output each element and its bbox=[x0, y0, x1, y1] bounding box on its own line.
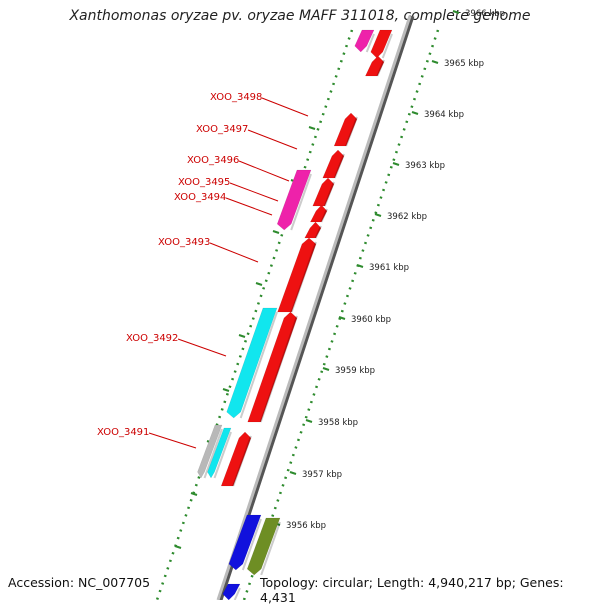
kbp-label-group: 3966 kbp 3965 kbp 3964 kbp 3963 kbp 3962 kbp… bbox=[286, 9, 505, 531]
gene-label[interactable]: XOO_3492 bbox=[126, 333, 178, 344]
gene-label[interactable]: XOO_3497 bbox=[196, 124, 248, 135]
gene-feature-red bbox=[365, 55, 385, 77]
gene-leader-line bbox=[261, 97, 309, 117]
inner-tick bbox=[272, 230, 280, 234]
gene-feature-olive-shade bbox=[260, 521, 281, 576]
inner-tick bbox=[174, 545, 182, 549]
gene-feature-magenta bbox=[354, 29, 375, 53]
inner-tick bbox=[222, 388, 230, 392]
gene-features bbox=[197, 29, 393, 600]
kbp-tick bbox=[322, 367, 330, 371]
gene-feature-red-shade bbox=[290, 241, 317, 313]
gene-feature-blue-shade bbox=[241, 518, 262, 571]
inner-tick bbox=[308, 126, 316, 130]
gene-leader-line bbox=[225, 197, 273, 216]
gene-leader-line bbox=[177, 338, 227, 357]
kbp-tick bbox=[431, 60, 439, 64]
gene-feature-red-shade bbox=[314, 225, 322, 239]
accession-label: Accession: NC_007705 bbox=[6, 575, 153, 590]
genome-backbone bbox=[216, 15, 412, 600]
kbp-label: 3964 kbp bbox=[424, 110, 464, 120]
gene-label[interactable]: XOO_3496 bbox=[187, 155, 239, 166]
gene-feature-red bbox=[370, 29, 393, 59]
gene-feature-red bbox=[277, 237, 317, 313]
gene-label[interactable]: XOO_3495 bbox=[178, 177, 230, 188]
kbp-tick bbox=[374, 213, 382, 217]
kbp-tick bbox=[338, 316, 346, 320]
gene-leader-line bbox=[229, 182, 279, 202]
inner-tick bbox=[238, 334, 246, 338]
gene-feature-red bbox=[304, 221, 322, 239]
kbp-tick bbox=[411, 111, 419, 115]
gene-feature-red-shade bbox=[259, 315, 298, 423]
kbp-tick bbox=[452, 10, 460, 14]
kbp-label: 3958 kbp bbox=[318, 418, 358, 428]
gene-label[interactable]: XOO_3494 bbox=[174, 192, 226, 203]
kbp-tick bbox=[305, 419, 313, 423]
gene-feature-cyan bbox=[226, 307, 278, 419]
kbp-label: 3956 kbp bbox=[286, 521, 326, 531]
gene-leader-line bbox=[247, 129, 298, 150]
gene-feature-red-shade bbox=[345, 116, 358, 147]
kbp-label: 3962 kbp bbox=[387, 212, 427, 222]
gene-feature-magenta bbox=[276, 169, 312, 231]
inner-scale-line bbox=[155, 29, 354, 600]
gene-leader-line bbox=[148, 432, 197, 449]
gene-feature-red-shade bbox=[323, 181, 335, 207]
kbp-label: 3960 kbp bbox=[351, 315, 391, 325]
genome-backbone-shadow bbox=[217, 15, 415, 600]
kbp-label: 3963 kbp bbox=[405, 161, 445, 171]
gene-feature-blue bbox=[222, 583, 241, 600]
kbp-label: 3966 kbp bbox=[465, 9, 505, 19]
gene-feature-magenta-shade bbox=[365, 33, 375, 53]
gene-label-group: XOO_3498 XOO_3497 XOO_3496 XOO_3495 XOO_3494… bbox=[97, 92, 309, 449]
gene-feature-magenta-shade bbox=[290, 173, 312, 231]
gene-label[interactable]: XOO_3491 bbox=[97, 427, 149, 438]
gene-feature-olive bbox=[246, 517, 281, 576]
gene-leader-line bbox=[209, 242, 259, 263]
scale-ticks bbox=[174, 10, 460, 549]
kbp-label: 3965 kbp bbox=[444, 59, 484, 69]
inner-tick bbox=[255, 282, 263, 286]
gene-feature-red-shade bbox=[376, 59, 385, 77]
gene-feature-red bbox=[247, 311, 298, 423]
gene-feature-red bbox=[220, 431, 252, 487]
gene-leader-line bbox=[238, 160, 290, 182]
genome-title: Xanthomonas oryzae pv. oryzae MAFF 31101… bbox=[69, 8, 531, 24]
gene-feature-red-shade bbox=[320, 208, 328, 223]
kbp-tick bbox=[392, 162, 400, 166]
gene-feature-blue bbox=[228, 514, 262, 571]
gene-feature-gray-shade bbox=[203, 428, 223, 479]
gene-label[interactable]: XOO_3493 bbox=[158, 237, 210, 248]
gene-feature-red-shade bbox=[232, 435, 252, 487]
gene-feature-red-shade bbox=[333, 153, 345, 179]
gene-feature-red bbox=[312, 177, 335, 207]
genome-summary: Topology: circular; Length: 4,940,217 bp… bbox=[258, 575, 600, 605]
gene-label[interactable]: XOO_3498 bbox=[210, 92, 262, 103]
gene-feature-red bbox=[333, 112, 358, 147]
kbp-tick bbox=[356, 264, 364, 268]
kbp-label: 3959 kbp bbox=[335, 366, 375, 376]
gene-feature-red-shade bbox=[381, 33, 393, 59]
gene-feature-red bbox=[309, 204, 328, 223]
gene-feature-cyan-shade bbox=[213, 431, 232, 479]
inner-tick bbox=[190, 492, 198, 496]
gene-feature-gray bbox=[197, 424, 223, 479]
gene-feature-cyan bbox=[207, 427, 232, 479]
kbp-label: 3961 kbp bbox=[369, 263, 409, 273]
kbp-tick bbox=[289, 471, 297, 475]
gene-feature-blue-shade bbox=[233, 587, 241, 600]
kbp-label: 3957 kbp bbox=[302, 470, 342, 480]
gene-feature-cyan-shade bbox=[239, 311, 278, 419]
gene-feature-red bbox=[322, 149, 345, 179]
